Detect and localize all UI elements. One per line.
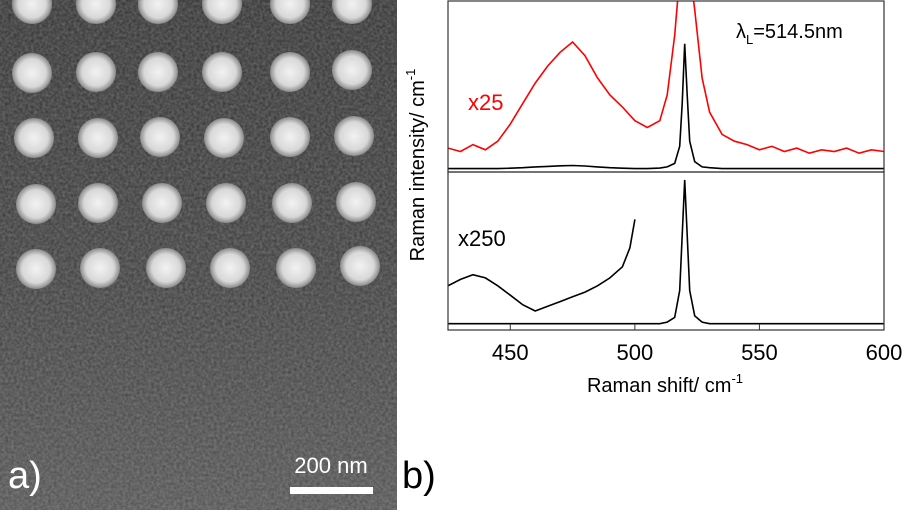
plot-frame — [447, 171, 885, 331]
scale-bar — [290, 487, 373, 494]
annotation-after: =514.5nm — [753, 21, 843, 43]
x-tick-label: 550 — [741, 340, 778, 365]
y-axis-label-sup: -1 — [403, 69, 418, 81]
series-label: x25 — [468, 90, 503, 115]
spectrum — [448, 219, 636, 312]
y-axis-label-text: Raman intensity/ cm — [407, 80, 429, 261]
series-label: x250 — [458, 226, 506, 251]
panel-label: a) — [8, 455, 42, 497]
spectrum — [448, 1, 884, 155]
sem-image — [0, 0, 397, 510]
annotation: λL=514.5nm — [736, 21, 843, 47]
x-axis-label-sup: -1 — [731, 371, 743, 386]
scale-bar-label: 200 nm — [294, 453, 367, 478]
y-axis-label: Raman intensity/ cm-1 — [403, 69, 429, 262]
x-tick-label: 500 — [616, 340, 653, 365]
spectra: λL=514.5nm x25 450 500 550 600 Raman shift/ cm… — [403, 0, 902, 397]
spectrum — [448, 43, 884, 170]
spectrum — [448, 179, 884, 325]
x-axis-label: Raman shift/ cm-1 — [587, 371, 743, 397]
annotation-text: λ — [736, 21, 746, 43]
x-tick-label: 450 — [492, 340, 529, 365]
annotation-sub: L — [746, 32, 753, 47]
panel-label: b) — [402, 455, 436, 497]
x-axis-label-text: Raman shift/ cm — [587, 375, 731, 397]
x-tick-label: 600 — [866, 340, 903, 365]
